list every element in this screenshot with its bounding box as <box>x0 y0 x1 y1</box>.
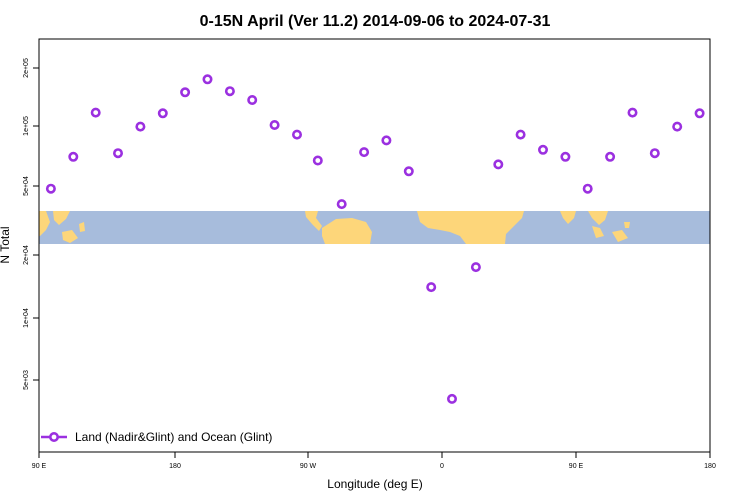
legend: Land (Nadir&Glint) and Ocean (Glint) <box>41 430 272 444</box>
ocean-band <box>39 211 710 244</box>
data-point <box>45 183 56 194</box>
data-point <box>582 183 593 194</box>
x-tick-label: 90 E <box>32 463 47 470</box>
y-axis: 5e+03 1e+04 2e+04 5e+04 1e+05 2e+05 <box>23 58 39 390</box>
data-point <box>180 87 191 98</box>
map-band <box>39 211 710 244</box>
data-point <box>560 151 571 162</box>
data-point <box>90 107 101 118</box>
y-tick-label: 1e+04 <box>23 308 30 328</box>
data-point <box>113 148 124 159</box>
data-point <box>649 148 660 159</box>
data-point <box>202 74 213 85</box>
data-point <box>470 262 481 273</box>
y-tick-label: 2e+04 <box>23 245 30 265</box>
data-point <box>224 86 235 97</box>
x-tick-label: 90 W <box>300 463 317 470</box>
data-point <box>336 199 347 210</box>
y-tick-label: 1e+05 <box>23 116 30 136</box>
data-point <box>291 129 302 140</box>
y-tick-label: 5e+04 <box>23 176 30 196</box>
data-point <box>157 108 168 119</box>
data-point <box>359 147 370 158</box>
plot-frame <box>38 38 711 453</box>
land-africa <box>417 211 524 244</box>
y-axis-label: N Total <box>0 226 12 263</box>
x-tick-label: 180 <box>169 463 181 470</box>
data-point <box>247 95 258 106</box>
data-point <box>446 393 457 404</box>
x-tick-label: 90 E <box>569 463 584 470</box>
data-point <box>135 121 146 132</box>
data-point <box>426 282 437 293</box>
land-southeast-asia <box>39 211 85 243</box>
y-tick-label: 5e+03 <box>23 370 30 390</box>
data-point <box>312 155 323 166</box>
land-south-america <box>322 218 372 244</box>
x-tick-label: 180 <box>704 463 716 470</box>
land-india-asia <box>560 211 608 225</box>
land-islands-east <box>592 222 630 242</box>
data-point <box>68 151 79 162</box>
x-axis: 90 E 180 90 W 0 90 E 180 <box>32 452 716 470</box>
data-point <box>403 166 414 177</box>
data-point <box>493 159 504 170</box>
series-points <box>45 74 705 404</box>
data-point <box>694 108 705 119</box>
data-point <box>515 129 526 140</box>
y-tick-label: 2e+05 <box>23 58 30 78</box>
chart-title: 0-15N April (Ver 11.2) 2014-09-06 to 202… <box>200 13 551 30</box>
data-point <box>605 151 616 162</box>
x-tick-label: 0 <box>440 463 444 470</box>
data-point <box>672 121 683 132</box>
data-point <box>269 120 280 131</box>
data-point <box>627 107 638 118</box>
legend-label: Land (Nadir&Glint) and Ocean (Glint) <box>75 430 272 444</box>
data-point <box>381 135 392 146</box>
legend-marker <box>48 431 59 442</box>
land-central-america <box>305 211 322 231</box>
data-point <box>537 144 548 155</box>
x-axis-label: Longitude (deg E) <box>327 477 422 491</box>
